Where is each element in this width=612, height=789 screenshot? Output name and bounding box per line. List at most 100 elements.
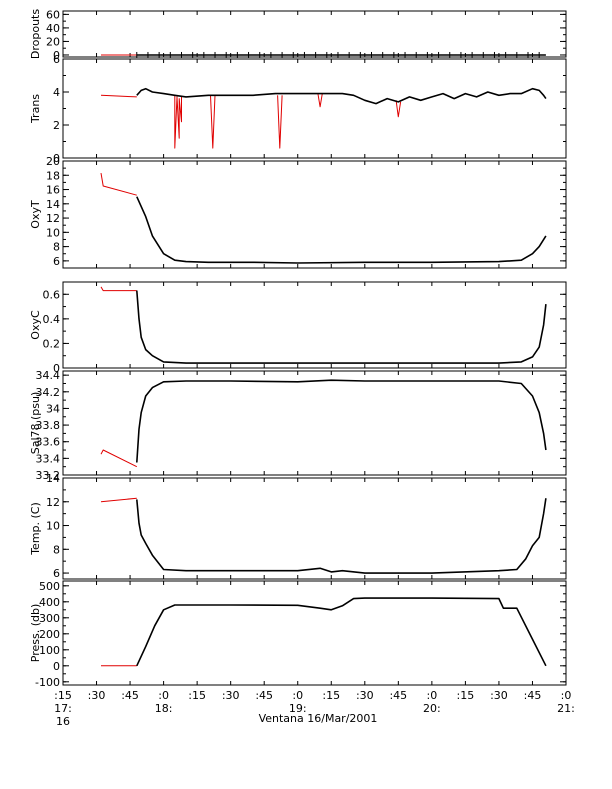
y-tick-label: 12 [46,212,60,225]
y-tick-label: 34.4 [36,369,61,382]
y-tick-label: 12 [46,496,60,509]
series-line-0 [100,286,137,292]
x-tick-label: :15 [457,689,475,702]
panel-frame [62,160,567,269]
y-tick-label: 200 [39,628,60,641]
x-tick-label: :30 [490,689,508,702]
y-tick-label: 300 [39,612,60,625]
x-tick-label: :45 [389,689,407,702]
y-tick-label: 14 [46,198,60,211]
panel-frame [62,580,567,686]
y-axis-label: OxyC [29,310,42,340]
panel-6: -100 0 100 200 300 400 500 Press. (db) [29,580,567,689]
y-tick-label: 0 [53,362,60,375]
y-tick-label: 0 [53,49,60,62]
y-tick-label: 4 [53,86,60,99]
panel-5: 6 8 10 12 14 Temp. (C) [29,472,567,580]
y-tick-label: 20 [46,155,60,168]
y-tick-label: 8 [53,543,60,556]
y-axis-label: Trans [29,94,42,124]
panel-frame [62,370,567,476]
panel-frame [62,58,567,159]
series-line-0 [100,497,137,503]
y-tick-label: 34.2 [36,386,61,399]
y-axis-label: Dropouts [29,9,42,59]
y-tick-label: 40 [46,22,60,35]
panel-frame [62,281,567,369]
x-tick-major-label: 21: [557,702,575,715]
x-tick-extra-label: 16 [56,715,70,728]
x-tick-major-label: 19: [289,702,307,715]
panel-4: 33.2 33.4 33.6 33.8 34 34.2 34.4 Sal78 (psu) [29,369,567,482]
x-tick-label: :0 [158,689,169,702]
y-tick-label: 2 [53,119,60,132]
y-tick-label: 33.6 [36,436,61,449]
y-tick-label: 33.8 [36,419,61,432]
series-line-1 [136,196,547,264]
x-tick-label: :0 [427,689,438,702]
y-axis-label: Press. (db) [29,604,42,663]
series-line-6 [136,87,547,105]
y-tick-label: 10 [46,520,60,533]
series-line-1 [136,290,547,364]
y-tick-label: 0.2 [43,337,61,350]
y-tick-label: 34 [46,402,60,415]
series-line-0 [100,173,137,196]
panel-1: 0 2 4 6 Trans [29,53,567,165]
x-tick-label: :0 [292,689,303,702]
x-tick-major-label: 18: [155,702,173,715]
series-line-5 [395,100,402,118]
y-tick-label: 60 [46,8,60,21]
y-tick-label: 33.4 [36,452,61,465]
y-tick-label: 100 [39,644,60,657]
y-tick-label: 8 [53,241,60,254]
series-line-1 [136,498,547,574]
series-line-0 [100,449,138,468]
x-tick-label: :45 [524,689,542,702]
y-tick-label: 500 [39,580,60,593]
y-tick-label: 20 [46,35,60,48]
x-tick-label: :45 [121,689,139,702]
series-line-0 [100,94,137,98]
y-tick-label: 0.6 [43,288,61,301]
y-tick-label: -100 [35,676,60,689]
panel-frame [62,10,567,58]
y-tick-label: 16 [46,184,60,197]
x-tick-major-label: 20: [423,702,441,715]
x-tick-label: :15 [322,689,340,702]
x-tick-label: :30 [88,689,106,702]
y-axis-label: Sal78 (psu) [29,392,42,455]
y-axis-label: OxyT [29,200,42,229]
y-tick-label: 33.2 [36,469,61,482]
y-tick-label: 0.4 [43,313,61,326]
y-tick-label: 0 [53,660,60,673]
series-line-2 [210,95,216,149]
x-tick-label: :30 [356,689,374,702]
y-tick-label: 0 [53,152,60,165]
y-tick-label: 10 [46,226,60,239]
panels-layer: 0204060Dropouts0246Trans68101214161820Ox… [29,8,567,689]
y-tick-label: 400 [39,596,60,609]
y-tick-label: 18 [46,169,60,182]
y-tick-label: 6 [53,53,60,66]
series-line-1 [136,379,547,463]
y-tick-label: 6 [53,255,60,268]
series-line-1 [136,597,547,667]
x-tick-label: :15 [188,689,206,702]
series-line-3 [277,95,283,149]
x-tick-label: :30 [222,689,240,702]
x-axis-label: Ventana 16/Mar/2001 [259,712,378,725]
series-line-4 [317,93,323,108]
panel-frame [62,477,567,580]
series-line-1 [174,95,182,149]
x-tick-label: :15 [54,689,72,702]
x-tick-label: :45 [255,689,273,702]
y-axis-label: Temp. (C) [29,502,42,556]
x-tick-label: :0 [561,689,572,702]
x-tick-major-label: 17: [54,702,72,715]
